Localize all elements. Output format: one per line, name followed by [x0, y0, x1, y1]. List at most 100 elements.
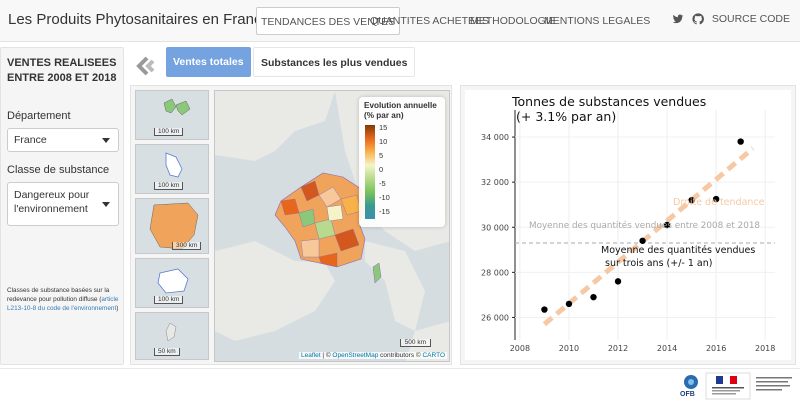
- martinique-shape: [165, 152, 183, 178]
- tab-ventes-totales[interactable]: Ventes totales: [166, 47, 251, 77]
- x-tick-label: 2018: [755, 344, 775, 353]
- trend-label: Droite de tendance: [673, 197, 765, 208]
- chart-grid: [512, 110, 775, 340]
- departement-select[interactable]: France: [7, 128, 119, 152]
- nav-mentions-label: Mentions legales: [544, 15, 651, 27]
- sidebar-title-line1: VENTES REALISEES: [7, 57, 117, 69]
- legend-tick: 5: [379, 151, 384, 160]
- classe-select[interactable]: Dangereux pour l'environnement: [7, 182, 119, 226]
- nav-quantites-label: Quantites achetees: [370, 15, 490, 27]
- collapse-sidebar-icon[interactable]: [136, 55, 158, 77]
- legend-tick: 15: [379, 123, 388, 132]
- map-scale: 500 km: [399, 339, 431, 347]
- main-map[interactable]: Evolution annuelle (% par an) 15 10 5 0 …: [214, 90, 450, 362]
- trend-line: [542, 146, 755, 327]
- iberia-land: [215, 241, 335, 341]
- x-tick-label: 2010: [559, 344, 579, 353]
- data-point: [712, 195, 720, 203]
- data-point: [639, 237, 646, 244]
- classe-note-text: Classes de substance basées sur la redev…: [7, 287, 110, 303]
- leaflet-link[interactable]: Leaflet: [300, 352, 321, 359]
- inset-scale: 100 km: [154, 128, 184, 136]
- y-axis-ticks: 26 000 28 000 30 000 32 000 34 000: [481, 133, 509, 322]
- sidebar-title: VENTES REALISEES ENTRE 2008 ET 2018: [7, 56, 116, 86]
- tonnes-chart: Tonnes de substances vendues (+ 3.1% par…: [481, 94, 775, 353]
- nav-mentions[interactable]: Mentions legales: [540, 7, 654, 35]
- inset-scale: 100 km: [154, 296, 184, 304]
- ofb-logo: OFB: [680, 375, 698, 398]
- legend-color-bar: [365, 125, 375, 219]
- inset-scale: 50 km: [154, 348, 180, 356]
- legend-title: Evolution annuelle (% par an): [364, 101, 437, 120]
- carto-link[interactable]: CARTO: [422, 352, 445, 359]
- mean-label: Moyenne des quantités vendues entre 2008…: [529, 220, 760, 231]
- nav-tendances-label: Tendances des ventes: [261, 16, 396, 28]
- source-code-link[interactable]: Source Code: [711, 13, 790, 25]
- reunion-shape: [157, 268, 189, 294]
- chart-title: Tonnes de substances vendues: [511, 94, 706, 109]
- inset-mayotte[interactable]: 50 km: [135, 312, 209, 360]
- inset-guadeloupe[interactable]: 100 km: [135, 90, 209, 140]
- mayotte-shape: [165, 322, 177, 342]
- attr-mid: contributors ©: [378, 352, 423, 359]
- y-tick-label: 32 000: [481, 178, 509, 187]
- attr-sep: | ©: [320, 352, 333, 359]
- ministere-logo: [705, 372, 792, 400]
- footer: OFB: [0, 368, 800, 402]
- data-point: [614, 278, 622, 285]
- legend-tick: 0: [379, 165, 384, 174]
- guadeloupe-shape: [163, 98, 191, 116]
- data-point: [663, 221, 671, 229]
- map-panel: 100 km 100 km 300 km 100 km 50 km: [130, 85, 452, 365]
- svg-text:OFB: OFB: [680, 391, 695, 398]
- chevron-down-icon: [102, 202, 110, 207]
- france-shape: [274, 172, 368, 268]
- data-point: [590, 293, 597, 301]
- article-link[interactable]: article L213-10-8 du code de l'environne…: [7, 296, 119, 312]
- inset-guyane[interactable]: 300 km: [135, 198, 209, 254]
- uk-land: [215, 91, 335, 161]
- legend-tick: -10: [379, 193, 390, 202]
- departement-label: Département: [7, 110, 71, 122]
- inset-martinique[interactable]: 100 km: [135, 144, 209, 194]
- sidebar-title-line2: ENTRE 2008 ET 2018: [7, 72, 117, 84]
- inset-scale: 300 km: [172, 242, 202, 250]
- data-point: [737, 138, 744, 145]
- osm-link[interactable]: OpenStreetMap: [332, 352, 379, 359]
- y-tick-label: 34 000: [481, 133, 509, 142]
- map-attribution: Leaflet | © OpenStreetMap contributors ©…: [298, 352, 447, 359]
- nav-methodologie-label: Methodologie: [470, 15, 556, 27]
- nav-right: Source Code: [672, 13, 790, 25]
- inset-scale: 100 km: [154, 182, 184, 190]
- classe-select-value-line2: l'environnement: [14, 203, 88, 215]
- corsica-shape: [372, 262, 382, 284]
- legend-tick: -5: [379, 179, 386, 188]
- classe-note-end: ): [116, 305, 119, 312]
- navbar: Les Produits Phytosanitaires en France T…: [0, 0, 800, 42]
- y-tick-label: 30 000: [481, 223, 509, 232]
- chart-area: Tonnes de substances vendues (+ 3.1% par…: [465, 90, 791, 360]
- chart-points: [541, 138, 744, 313]
- x-tick-label: 2008: [510, 344, 530, 353]
- data-point: [541, 306, 548, 313]
- x-tick-label: 2012: [608, 344, 628, 353]
- data-point: [565, 300, 573, 308]
- annotation-line2: sur trois ans (+/- 1 an): [605, 258, 712, 269]
- x-tick-label: 2014: [657, 344, 677, 353]
- nav-methodologie[interactable]: Methodologie: [466, 7, 560, 35]
- twitter-icon[interactable]: [672, 13, 684, 25]
- sidebar: VENTES REALISEES ENTRE 2008 ET 2018 Dépa…: [0, 47, 124, 365]
- classe-note: Classes de substance basées sur la redev…: [7, 286, 121, 313]
- app-title[interactable]: Les Produits Phytosanitaires en France: [8, 11, 270, 28]
- map-legend: Evolution annuelle (% par an) 15 10 5 0 …: [359, 97, 445, 227]
- classe-select-value-line1: Dangereux pour: [14, 189, 90, 201]
- inset-reunion[interactable]: 100 km: [135, 258, 209, 308]
- github-icon[interactable]: [692, 13, 704, 25]
- legend-tick: -15: [379, 207, 390, 216]
- nav-tendances[interactable]: Tendances des ventes: [256, 7, 401, 35]
- data-point: [688, 196, 695, 204]
- y-tick-label: 28 000: [481, 268, 509, 277]
- tab-substances[interactable]: Substances les plus vendues: [253, 47, 416, 77]
- nav-quantites[interactable]: Quantites achetees: [366, 7, 493, 35]
- legend-tick: 10: [379, 137, 388, 146]
